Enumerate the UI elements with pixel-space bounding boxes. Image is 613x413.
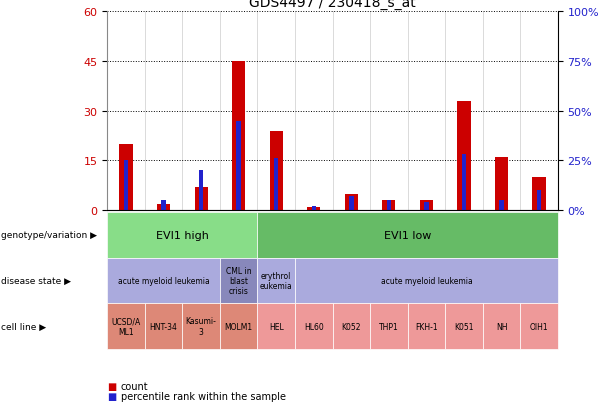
- Bar: [345, 194, 358, 211]
- Bar: [462, 155, 466, 211]
- Bar: [232, 62, 245, 211]
- Bar: [424, 203, 428, 211]
- Bar: [307, 207, 321, 211]
- Text: disease state ▶: disease state ▶: [1, 276, 71, 285]
- Text: HNT-34: HNT-34: [150, 322, 178, 331]
- Text: cell line ▶: cell line ▶: [1, 322, 47, 331]
- Bar: [157, 204, 170, 211]
- Text: EVI1 low: EVI1 low: [384, 230, 432, 240]
- Bar: [199, 171, 204, 211]
- Bar: [387, 201, 391, 211]
- Text: genotype/variation ▶: genotype/variation ▶: [1, 231, 97, 240]
- Text: K052: K052: [341, 322, 361, 331]
- Bar: [194, 188, 208, 211]
- Bar: [161, 201, 166, 211]
- Text: UCSD/A
ML1: UCSD/A ML1: [112, 317, 140, 336]
- Bar: [274, 159, 278, 211]
- Text: HL60: HL60: [304, 322, 324, 331]
- Bar: [383, 201, 395, 211]
- Bar: [124, 161, 128, 211]
- Bar: [457, 102, 471, 211]
- Text: Kasumi-
3: Kasumi- 3: [186, 317, 216, 336]
- Text: MOLM1: MOLM1: [224, 322, 253, 331]
- Text: count: count: [121, 381, 148, 391]
- Text: HEL: HEL: [269, 322, 284, 331]
- Text: K051: K051: [454, 322, 474, 331]
- Text: acute myeloid leukemia: acute myeloid leukemia: [381, 276, 472, 285]
- Text: NH: NH: [496, 322, 508, 331]
- Text: ■: ■: [107, 392, 116, 401]
- Bar: [349, 197, 354, 211]
- Title: GDS4497 / 230418_s_at: GDS4497 / 230418_s_at: [249, 0, 416, 10]
- Text: acute myeloid leukemia: acute myeloid leukemia: [118, 276, 210, 285]
- Text: CML in
blast
crisis: CML in blast crisis: [226, 266, 251, 296]
- Bar: [311, 206, 316, 211]
- Text: EVI1 high: EVI1 high: [156, 230, 209, 240]
- Bar: [270, 131, 283, 211]
- Bar: [237, 121, 241, 211]
- Text: percentile rank within the sample: percentile rank within the sample: [121, 392, 286, 401]
- Bar: [537, 191, 541, 211]
- Bar: [495, 158, 508, 211]
- Text: FKH-1: FKH-1: [415, 322, 438, 331]
- Text: THP1: THP1: [379, 322, 398, 331]
- Bar: [533, 178, 546, 211]
- Text: ■: ■: [107, 381, 116, 391]
- Bar: [420, 201, 433, 211]
- Bar: [499, 201, 504, 211]
- Text: OIH1: OIH1: [530, 322, 549, 331]
- Bar: [120, 145, 132, 211]
- Text: erythrol
eukemia: erythrol eukemia: [260, 271, 292, 290]
